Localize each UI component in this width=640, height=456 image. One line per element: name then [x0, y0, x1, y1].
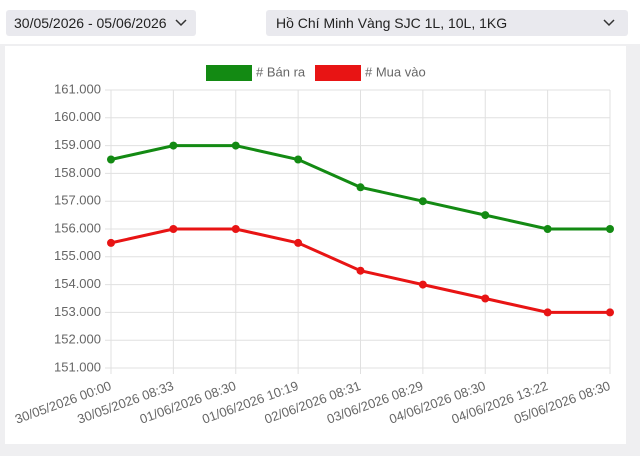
data-point	[418, 280, 427, 289]
data-point	[169, 225, 178, 233]
y-tick-label: 157.000	[54, 193, 101, 208]
legend-swatch	[315, 65, 361, 81]
data-point	[606, 225, 614, 233]
chevron-icon	[603, 19, 615, 27]
data-point	[294, 155, 303, 164]
legend-swatch	[206, 65, 252, 81]
data-point	[606, 308, 614, 317]
legend-label: # Mua vào	[365, 64, 426, 79]
product-text: Hồ Chí Minh Vàng SJC 1L, 10L, 1KG	[276, 15, 508, 31]
date-range-select[interactable]: 30/05/2026 - 05/06/2026	[6, 10, 196, 36]
y-tick-label: 158.000	[54, 165, 101, 180]
date-range-text: 30/05/2026 - 05/06/2026	[14, 15, 167, 31]
y-tick-label: 153.000	[54, 304, 101, 319]
y-tick-label: 155.000	[54, 248, 101, 263]
y-tick-label: 154.000	[54, 276, 101, 291]
data-point	[543, 308, 552, 317]
chevron-icon	[175, 19, 187, 27]
legend-label: # Bán ra	[256, 64, 306, 79]
data-point	[418, 197, 427, 206]
data-point	[543, 225, 552, 233]
y-tick-label: 151.000	[54, 359, 101, 374]
data-point	[481, 211, 490, 220]
y-tick-label: 160.000	[54, 109, 101, 124]
data-point	[294, 238, 303, 247]
data-point	[481, 294, 490, 303]
data-point	[107, 238, 115, 247]
y-tick-label: 152.000	[54, 332, 101, 347]
data-point	[356, 183, 365, 192]
y-tick-label: 159.000	[54, 137, 101, 152]
y-tick-label: 161.000	[54, 81, 101, 96]
product-select[interactable]: Hồ Chí Minh Vàng SJC 1L, 10L, 1KG	[266, 10, 628, 36]
data-point	[169, 141, 178, 150]
data-point	[107, 155, 115, 164]
data-point	[231, 225, 240, 233]
toolbar: 30/05/2026 - 05/06/2026 Hồ Chí Minh Vàng…	[0, 0, 640, 44]
data-point	[356, 266, 365, 275]
y-tick-label: 156.000	[54, 220, 101, 235]
data-point	[231, 141, 240, 150]
